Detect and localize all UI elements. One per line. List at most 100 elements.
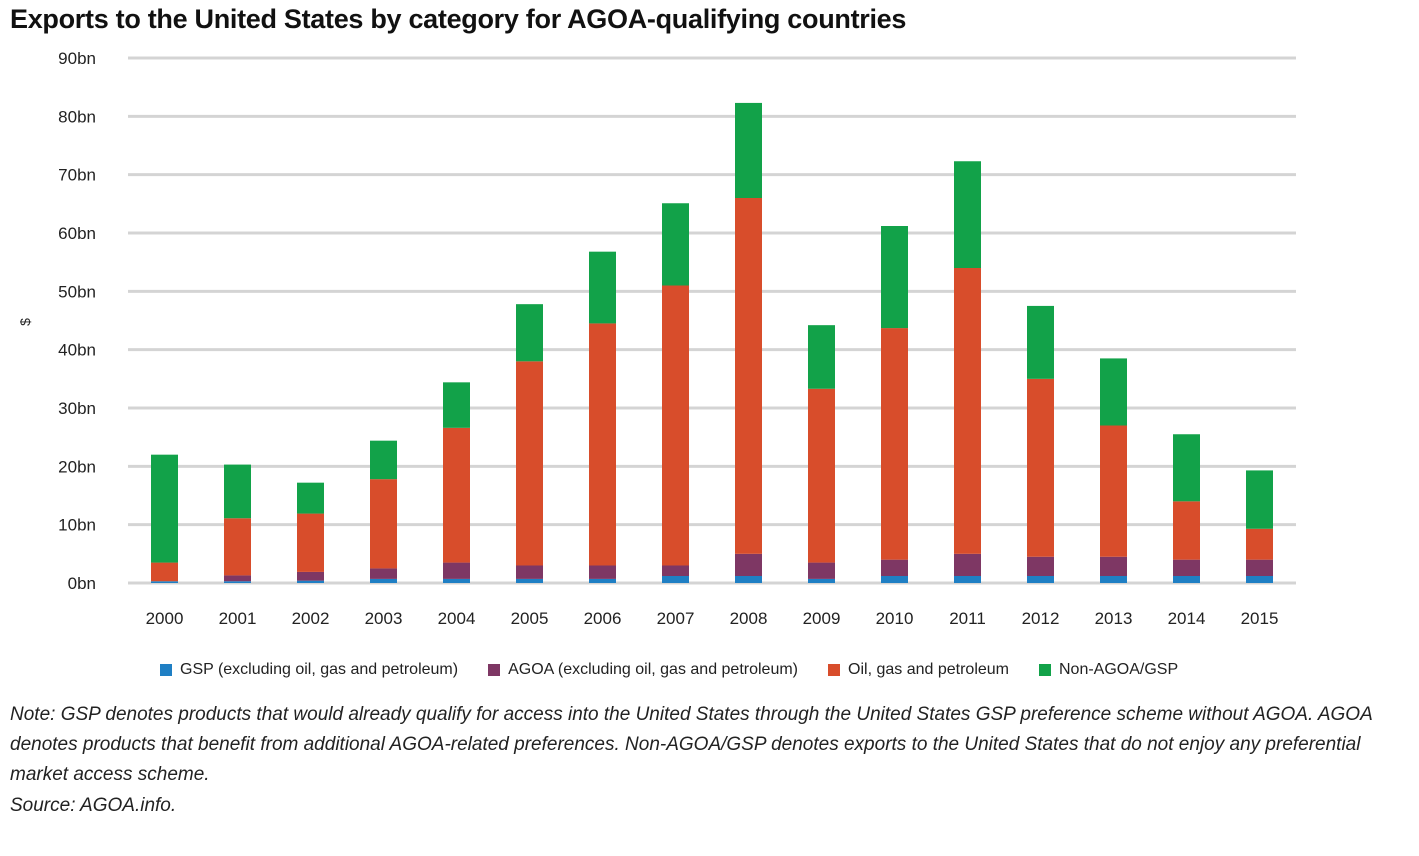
legend-swatch <box>1039 664 1051 676</box>
bar-segment <box>516 578 543 583</box>
bar-segment <box>881 328 908 560</box>
y-tick-label: 50bn <box>58 282 96 301</box>
bar-segment <box>808 562 835 579</box>
chart-note: Note: GSP denotes products that would al… <box>10 704 1373 785</box>
legend-item: AGOA (excluding oil, gas and petroleum) <box>488 661 798 679</box>
legend-label: AGOA (excluding oil, gas and petroleum) <box>508 661 799 678</box>
bar-segment <box>1100 556 1127 576</box>
bar-segment <box>662 576 689 583</box>
legend-swatch <box>828 664 841 676</box>
bar-segment <box>1173 559 1200 576</box>
legend-swatch <box>160 664 172 676</box>
y-tick-label: 90bn <box>58 49 96 68</box>
bar-segment <box>589 251 616 324</box>
bar-segment <box>589 323 616 566</box>
bar-segment <box>370 479 397 569</box>
bar-segment <box>954 576 981 583</box>
bar-segment <box>151 454 178 563</box>
bar-segment <box>735 576 762 583</box>
bar-segment <box>735 553 762 576</box>
bar-segment <box>516 565 543 579</box>
bar-segment <box>808 578 835 583</box>
x-tick-label: 2013 <box>1095 609 1133 628</box>
x-tick-label: 2004 <box>438 609 476 628</box>
legend-item: Oil, gas and petroleum <box>828 661 1009 679</box>
legend-item: Non-AGOA/GSP <box>1039 661 1178 679</box>
chart-title: Exports to the United States by category… <box>10 4 907 34</box>
bar-segment <box>881 226 908 329</box>
y-tick-label: 0bn <box>68 574 96 593</box>
y-tick-label: 20bn <box>58 457 96 476</box>
bar-segment <box>954 553 981 576</box>
bar-segment <box>1173 434 1200 502</box>
y-axis-label: $ <box>17 318 33 326</box>
legend-item: GSP (excluding oil, gas and petroleum) <box>160 661 458 679</box>
bar-segment <box>443 427 470 563</box>
bars <box>151 102 1273 583</box>
bar-segment <box>662 285 689 566</box>
y-tick-label: 70bn <box>58 166 96 185</box>
bar-segment <box>1246 470 1273 529</box>
x-tick-label: 2000 <box>146 609 184 628</box>
bar-segment <box>224 518 251 576</box>
y-tick-label: 40bn <box>58 341 96 360</box>
bar-segment <box>881 576 908 583</box>
x-tick-label: 2011 <box>949 609 986 628</box>
bar-segment <box>735 198 762 554</box>
bar-segment <box>808 325 835 389</box>
gridlines <box>128 56 1296 585</box>
legend: GSP (excluding oil, gas and petroleum) AG… <box>160 661 1178 679</box>
chart-source: Source: AGOA.info. <box>10 795 177 816</box>
y-tick-label: 10bn <box>58 516 96 535</box>
x-axis: 2000 2001 2002 2003 2004 2005 2006 2007 2008 2009… <box>146 609 1279 628</box>
bar-segment <box>881 559 908 576</box>
bar-segment <box>370 578 397 583</box>
bar-segment <box>516 304 543 362</box>
legend-label: Non-AGOA/GSP <box>1059 661 1179 678</box>
legend-label: GSP (excluding oil, gas and petroleum) <box>180 661 459 678</box>
x-tick-label: 2006 <box>584 609 622 628</box>
bar-segment <box>808 388 835 563</box>
x-tick-label: 2009 <box>803 609 841 628</box>
bar-segment <box>370 568 397 579</box>
bar-segment <box>1027 576 1054 583</box>
x-tick-label: 2014 <box>1168 609 1206 628</box>
bar-segment <box>589 578 616 583</box>
bar-segment <box>297 513 324 572</box>
x-tick-label: 2008 <box>730 609 768 628</box>
bar-segment <box>297 571 324 581</box>
x-tick-label: 2003 <box>365 609 403 628</box>
y-tick-label: 80bn <box>58 107 96 126</box>
bar-segment <box>1100 358 1127 426</box>
x-tick-label: 2002 <box>292 609 330 628</box>
stacked-bar-chart: 0bn10bn20bn30bn40bn50bn60bn70bn80bn90bn … <box>17 49 1296 628</box>
bar-segment <box>370 440 397 480</box>
bar-segment <box>297 580 324 583</box>
bar-segment <box>589 565 616 579</box>
bar-segment <box>662 565 689 576</box>
x-tick-label: 2010 <box>876 609 914 628</box>
bar-segment <box>224 581 251 583</box>
bar-segment <box>1027 556 1054 576</box>
bar-segment <box>297 482 324 514</box>
bar-segment <box>1246 528 1273 560</box>
x-tick-label: 2015 <box>1241 609 1279 628</box>
bar-segment <box>516 361 543 566</box>
legend-swatch <box>488 664 501 676</box>
legend-label: Oil, gas and petroleum <box>848 661 1009 678</box>
bar-segment <box>1246 576 1273 583</box>
bar-segment <box>224 464 251 519</box>
bar-segment <box>1100 425 1127 557</box>
bar-segment <box>735 102 762 198</box>
bar-segment <box>1027 378 1054 557</box>
y-axis: 0bn 10bn 20bn 30bn 40bn 50bn 60bn 70bn 80bn 90bn <box>58 49 96 593</box>
x-tick-label: 2001 <box>219 609 257 628</box>
bar-segment <box>224 575 251 582</box>
bar-segment <box>443 578 470 583</box>
bar-segment <box>662 203 689 286</box>
x-tick-label: 2012 <box>1022 609 1060 628</box>
x-tick-label: 2005 <box>511 609 549 628</box>
y-tick-label: 30bn <box>58 399 96 418</box>
bar-segment <box>151 581 178 583</box>
y-tick-label: 60bn <box>58 224 96 243</box>
